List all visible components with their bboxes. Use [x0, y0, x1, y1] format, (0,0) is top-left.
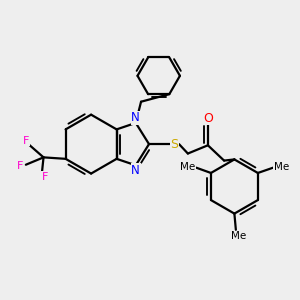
Text: N: N [131, 164, 140, 177]
Text: F: F [17, 161, 24, 172]
Text: O: O [203, 112, 213, 125]
Text: Me: Me [231, 231, 246, 241]
Text: F: F [42, 172, 48, 182]
Text: S: S [171, 138, 178, 151]
Text: Me: Me [274, 162, 289, 172]
Text: N: N [131, 111, 140, 124]
Text: F: F [23, 136, 29, 146]
Text: Me: Me [180, 162, 196, 172]
